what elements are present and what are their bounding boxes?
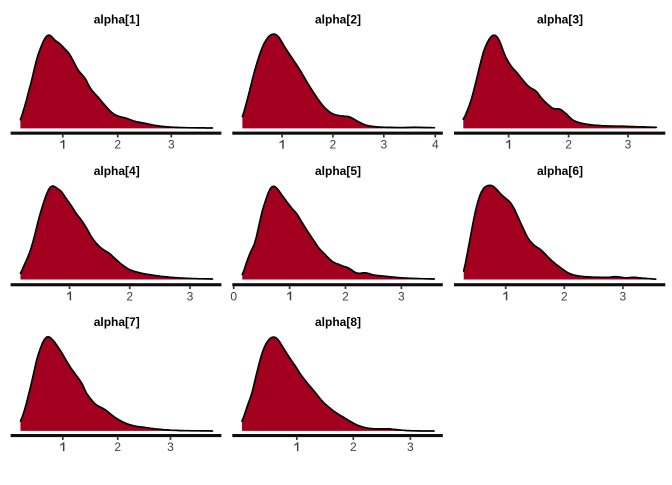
svg-text:2: 2 bbox=[126, 289, 133, 303]
svg-text:2: 2 bbox=[561, 289, 568, 303]
svg-text:3: 3 bbox=[168, 138, 175, 152]
svg-text:3: 3 bbox=[187, 289, 194, 303]
svg-text:2: 2 bbox=[342, 289, 349, 303]
svg-text:2: 2 bbox=[350, 440, 357, 454]
svg-text:alpha[6]: alpha[6] bbox=[537, 164, 583, 178]
svg-text:0: 0 bbox=[230, 289, 237, 303]
svg-text:3: 3 bbox=[407, 440, 414, 454]
svg-text:3: 3 bbox=[620, 289, 627, 303]
svg-text:2: 2 bbox=[330, 138, 337, 152]
svg-text:3: 3 bbox=[625, 138, 632, 152]
svg-text:alpha[3]: alpha[3] bbox=[537, 13, 583, 27]
svg-text:alpha[1]: alpha[1] bbox=[94, 13, 140, 27]
svg-text:3: 3 bbox=[380, 138, 387, 152]
svg-text:2: 2 bbox=[114, 440, 121, 454]
svg-text:alpha[8]: alpha[8] bbox=[315, 315, 361, 329]
svg-text:alpha[2]: alpha[2] bbox=[315, 13, 361, 27]
svg-text:alpha[7]: alpha[7] bbox=[94, 315, 140, 329]
svg-text:4: 4 bbox=[432, 138, 439, 152]
svg-text:2: 2 bbox=[114, 138, 121, 152]
svg-text:alpha[4]: alpha[4] bbox=[94, 164, 140, 178]
svg-text:3: 3 bbox=[398, 289, 405, 303]
svg-text:2: 2 bbox=[565, 138, 572, 152]
svg-text:3: 3 bbox=[167, 440, 174, 454]
svg-text:alpha[5]: alpha[5] bbox=[315, 164, 361, 178]
